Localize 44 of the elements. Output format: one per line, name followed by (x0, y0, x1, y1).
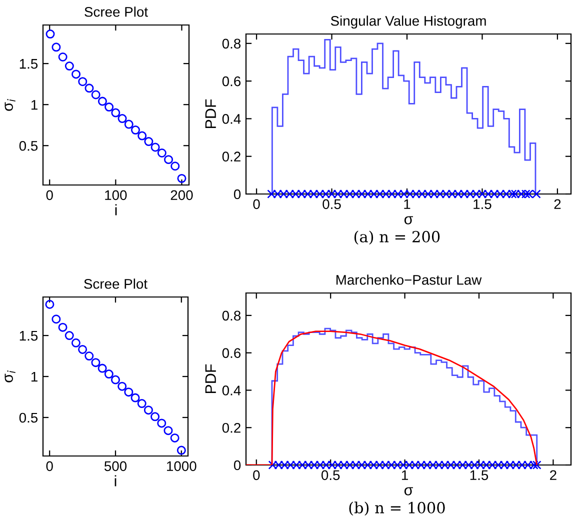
y-tick-label: 1.5 (20, 331, 38, 341)
x-axis-title: σ (404, 487, 413, 496)
chart-title: Scree Plot (84, 6, 148, 17)
x-axis-title: i (115, 204, 117, 216)
x-tick-label: 0.5 (321, 470, 340, 480)
x-tick-label: 0.5 (322, 199, 341, 210)
y-tick-label: 0.6 (222, 348, 241, 358)
y-tick-label: 0.8 (222, 38, 241, 49)
y-tick-label: 0.8 (222, 310, 241, 321)
text: (a) n = 200 (354, 230, 440, 245)
y-tick-label: 0.6 (222, 76, 241, 86)
x-tick-label: 1000 (167, 461, 196, 472)
x-tick-label: 100 (105, 190, 127, 200)
x-axis-title: i (114, 475, 116, 486)
y-tick-label: 0.4 (222, 114, 241, 124)
x-tick-label: 0 (46, 190, 53, 200)
y-tick-label: 0.4 (222, 386, 241, 396)
x-tick-label: 0 (253, 199, 260, 210)
y-tick-label: 1 (31, 372, 38, 382)
y-tick-label: 1.5 (20, 59, 38, 69)
text: (b) n = 1000 (349, 502, 445, 516)
x-tick-label: 500 (104, 461, 127, 472)
x-tick-label: 2 (550, 470, 556, 480)
x-tick-label: 1.5 (474, 199, 492, 210)
y-tick-label: 0.5 (19, 140, 38, 151)
x-tick-label: 0 (253, 470, 260, 480)
y-axis-title: σ$_{i}$ (4, 370, 16, 382)
chart-title: Singular Value Histogram (330, 16, 486, 29)
x-tick-label: 200 (170, 190, 193, 200)
x-tick-label: 1.5 (470, 470, 488, 480)
y-tick-label: 0.2 (222, 422, 240, 433)
x-tick-label: 1 (402, 470, 408, 480)
y-tick-label: 1 (31, 100, 38, 110)
y-axis-title: PDF (205, 364, 216, 394)
y-tick-label: 0.2 (222, 152, 240, 162)
x-tick-label: 2 (554, 199, 561, 209)
x-axis-title: σ (404, 216, 413, 224)
chart-title: Scree Plot (84, 278, 148, 289)
y-tick-label: 0.5 (19, 412, 38, 423)
x-tick-label: 1 (404, 199, 410, 209)
x-tick-label: 0 (46, 461, 53, 472)
chart-title: Marchenko−Pastur Law (336, 274, 482, 285)
y-axis-title: σ$_{i}$ (4, 99, 16, 111)
y-axis-title: PDF (205, 99, 216, 128)
